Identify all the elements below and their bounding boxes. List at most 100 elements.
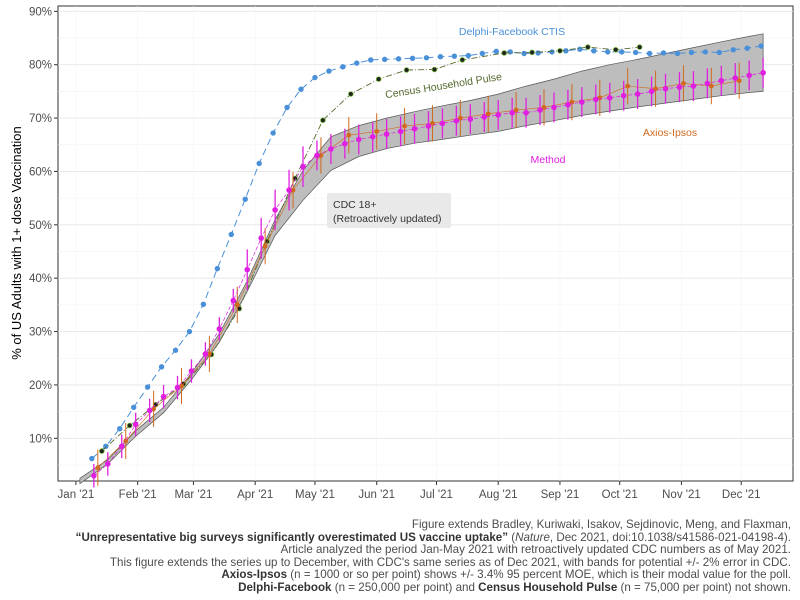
delphi-point: [144, 384, 151, 390]
caption-delphi-text: (n = 250,000 per point) and: [331, 580, 479, 594]
census-line: [101, 46, 640, 452]
delphi-point: [535, 50, 541, 56]
method-point: [565, 101, 571, 108]
method-point: [314, 152, 320, 159]
cdc-annotation-subtitle: (Retroactively updated): [333, 213, 442, 225]
method-point: [481, 114, 488, 120]
delphi-point: [493, 48, 499, 55]
x-tick-label: Apr '21: [237, 489, 273, 501]
census-point: [431, 66, 438, 73]
y-tick-label: 40%: [29, 273, 52, 285]
delphi-point: [284, 104, 290, 111]
method-point: [91, 472, 97, 479]
axios-point: [457, 115, 463, 121]
caption-line-2: “Unrepresentative big surveys significan…: [75, 530, 791, 544]
series-layer: [89, 43, 766, 488]
y-axis-ticks: 10% 20% 30% 40% 50% 60% 70% 80% 90%: [29, 6, 58, 445]
method-point: [328, 146, 334, 152]
delphi-point: [256, 160, 262, 167]
delphi-point: [312, 74, 318, 81]
axios-point: [485, 111, 491, 117]
y-tick-label: 30%: [29, 327, 52, 339]
x-tick-label: May '21: [295, 489, 335, 501]
delphi-point: [577, 46, 583, 52]
census-point: [529, 49, 535, 56]
method-point: [104, 461, 111, 467]
delphi-point: [632, 49, 639, 56]
y-tick-label: 10%: [29, 433, 52, 445]
delphi-point: [158, 364, 165, 370]
method-point: [551, 104, 557, 111]
axios-point: [346, 132, 352, 138]
method-point: [746, 72, 752, 79]
method-point: [160, 393, 167, 400]
caption-census-name: Census Household Pulse: [478, 580, 618, 594]
x-tick-label: Sep '21: [541, 489, 580, 501]
method-point: [690, 83, 697, 89]
delphi-point: [437, 54, 444, 60]
caption-line-6: Delphi-Facebook (n = 250,000 per point) …: [11, 580, 791, 595]
y-tick-label: 60%: [29, 166, 52, 178]
method-point: [272, 207, 278, 213]
caption-axios-text: (n = 1000 or so per point) shows +/- 3.4…: [287, 568, 791, 581]
x-tick-label: Aug '21: [479, 489, 518, 501]
method-point: [244, 266, 251, 273]
caption-line-3: Article analyzed the period Jan-May 2021…: [280, 543, 791, 556]
caption-citation: , Dec 2021, doi:10.1038/s41586-021-04198…: [549, 530, 791, 544]
method-point: [718, 77, 725, 84]
method-point: [118, 443, 125, 450]
delphi-point: [646, 50, 653, 57]
axios-label: Axios-Ipsos: [643, 127, 697, 139]
axios-point: [736, 78, 742, 84]
method-point: [453, 117, 460, 124]
cdc-annotation-box: [327, 193, 451, 228]
delphi-point: [618, 49, 625, 55]
axios-point: [95, 465, 101, 471]
caption-journal: Nature: [515, 530, 550, 544]
method-point: [495, 112, 502, 118]
method-point: [230, 297, 237, 304]
caption-line-4: This figure extends the series up to Dec…: [109, 555, 791, 569]
delphi-point: [354, 60, 360, 66]
method-point: [634, 91, 641, 97]
delphi-point: [674, 50, 681, 57]
method-point: [258, 235, 264, 241]
delphi-point: [186, 328, 193, 335]
axios-point: [234, 302, 240, 308]
delphi-label: Delphi-Facebook CTIS: [459, 26, 565, 38]
caption-delphi-name: Delphi-Facebook: [238, 580, 332, 594]
axios-point: [206, 351, 212, 357]
method-point: [369, 133, 376, 140]
x-tick-label: Nov '21: [662, 489, 701, 501]
delphi-point: [730, 47, 736, 53]
delphi-point: [214, 265, 221, 272]
y-axis-label: % of US Adults with 1+ dose Vaccination: [9, 126, 24, 360]
method-point: [286, 187, 292, 193]
method-point: [467, 116, 474, 122]
delphi-point: [423, 55, 430, 61]
y-tick-label: 80%: [29, 60, 52, 72]
figure-caption: Figure extends Bradley, Kuriwaki, Isakov…: [11, 518, 791, 595]
delphi-point: [381, 56, 388, 63]
x-tick-label: Feb '21: [119, 489, 157, 501]
cdc-band: [79, 33, 764, 485]
caption-article-title: “Unrepresentative big surveys significan…: [75, 530, 509, 544]
method-point: [132, 421, 139, 428]
census-point: [459, 57, 466, 63]
y-tick-label: 20%: [29, 380, 52, 392]
caption-line-1: Figure extends Bradley, Kuriwaki, Isakov…: [411, 518, 791, 531]
method-point: [216, 326, 223, 332]
x-tick-label: Jan '21: [58, 489, 95, 501]
method-point: [411, 125, 418, 132]
census-point: [320, 117, 326, 124]
delphi-point: [270, 130, 276, 136]
method-point: [606, 94, 613, 101]
census-point: [501, 50, 507, 56]
census-point: [585, 44, 591, 50]
method-label: Method: [530, 154, 565, 166]
delphi-point: [479, 50, 485, 57]
delphi-point: [660, 50, 667, 56]
method-point: [425, 123, 432, 129]
delphi-point: [563, 48, 569, 54]
x-tick-label: Jul '21: [420, 489, 453, 501]
